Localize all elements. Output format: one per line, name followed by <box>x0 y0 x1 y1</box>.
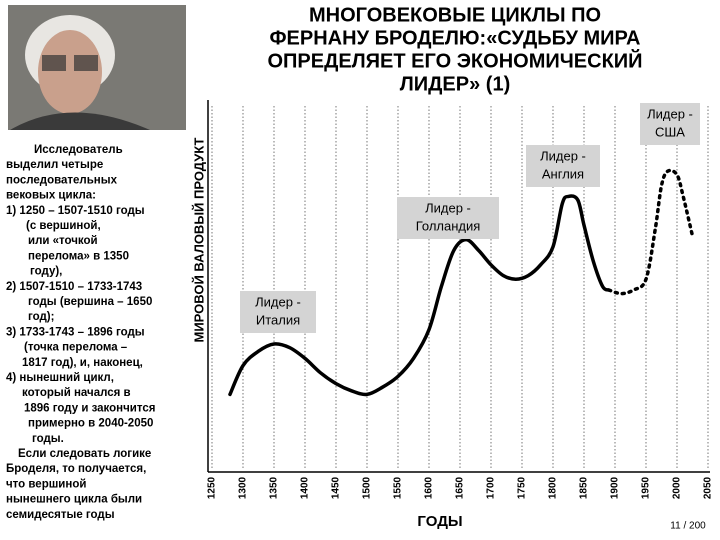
y-axis-label: МИРОВОЙ ВАЛОВЫЙ ПРОДУКТ <box>191 137 206 342</box>
annotation-text: Лидер - <box>540 148 586 163</box>
annotation-text: Италия <box>256 312 300 327</box>
x-tick-label: 1850 <box>579 476 590 499</box>
x-tick-label: 1450 <box>331 476 342 499</box>
side-text-line: нынешнего цикла были <box>6 494 142 506</box>
title-line: МНОГОВЕКОВЫЕ ЦИКЛЫ ПО <box>309 4 601 26</box>
x-tick-label: 1600 <box>424 476 435 499</box>
side-text-line: или «точкой <box>28 235 98 247</box>
x-tick-label: 1700 <box>486 476 497 499</box>
curve <box>228 194 611 397</box>
x-tick-label: 1350 <box>269 476 280 499</box>
side-text-line: что вершиной <box>6 478 86 490</box>
side-text-line: 3) 1733-1743 – 1896 годы <box>6 326 145 338</box>
annotation-box <box>240 291 316 333</box>
annotation-text: Лидер - <box>255 294 301 309</box>
side-text: Исследователь выделил четыре последователь… <box>6 144 155 521</box>
side-text-line: выделил четыре <box>6 159 103 171</box>
side-text-line: годы. <box>32 433 64 445</box>
x-tick-label: 1950 <box>641 476 652 499</box>
annotation-text: Лидер - <box>647 106 693 121</box>
side-text-line: перелома» в 1350 <box>28 250 129 262</box>
side-text-line: 1896 году и закончится <box>24 402 155 414</box>
x-tick-label: 1650 <box>455 476 466 499</box>
x-tick-label: 1750 <box>517 476 528 499</box>
x-tick-label: 1900 <box>610 476 621 499</box>
page-number: 11 / 200 <box>670 521 706 532</box>
side-text-line: году), <box>30 266 62 278</box>
side-text-line: Броделя, то получается, <box>6 463 146 475</box>
side-text-line: 1) 1250 – 1507-1510 годы <box>6 205 145 217</box>
annotation-text: Лидер - <box>425 200 471 215</box>
x-tick-label: 1500 <box>362 476 373 499</box>
side-text-line: (с вершиной, <box>26 220 101 232</box>
annotation-box <box>397 197 499 239</box>
side-text-line: который начался в <box>22 387 131 399</box>
side-text-line: семидесятые годы <box>6 509 115 521</box>
side-text-line: год); <box>28 311 54 323</box>
side-text-line: (точка перелома – <box>24 342 128 354</box>
side-text-line: Исследователь <box>34 144 123 156</box>
side-text-line: вековых цикла: <box>6 190 96 202</box>
portrait <box>8 5 186 130</box>
x-tick-label: 2000 <box>672 476 683 499</box>
x-tick-label: 1800 <box>548 476 559 499</box>
chart: 1250 1300 1350 1400 1450 1500 1550 1600 1650 1700… <box>207 100 714 499</box>
x-tick-label: 1400 <box>300 476 311 499</box>
title-line: ОПРЕДЕЛЯЕТ ЕГО ЭКОНОМИЧЕСКИЙ <box>267 48 642 72</box>
x-axis-label: ГОДЫ <box>417 513 462 530</box>
side-text-line: 4) нынешний цикл, <box>6 372 114 384</box>
x-tick-label: 1250 <box>207 476 218 499</box>
x-tick-label: 1550 <box>393 476 404 499</box>
side-text-line: 1817 год), и, наконец, <box>22 357 143 369</box>
annotation-text: США <box>655 124 685 139</box>
x-tick-label: 1300 <box>238 476 249 499</box>
side-text-line: Если следовать логике <box>18 448 151 460</box>
side-text-line: последовательных <box>6 174 118 186</box>
side-text-line: 2) 1507-1510 – 1733-1743 <box>6 281 142 293</box>
annotation-text: Англия <box>542 166 584 181</box>
x-tick-label: 2050 <box>703 476 714 499</box>
annotation-box <box>640 103 700 145</box>
annotation-text: Голландия <box>416 218 481 233</box>
side-text-line: примерно в 2040-2050 <box>28 418 153 430</box>
title-line: ЛИДЕР» (1) <box>400 73 510 95</box>
curve <box>607 168 695 296</box>
title-line: ФЕРНАНУ БРОДЕЛЮ:«СУДЬБУ МИРА <box>269 27 640 49</box>
side-text-line: годы (вершина – 1650 <box>28 296 152 308</box>
annotation-box <box>526 145 600 187</box>
